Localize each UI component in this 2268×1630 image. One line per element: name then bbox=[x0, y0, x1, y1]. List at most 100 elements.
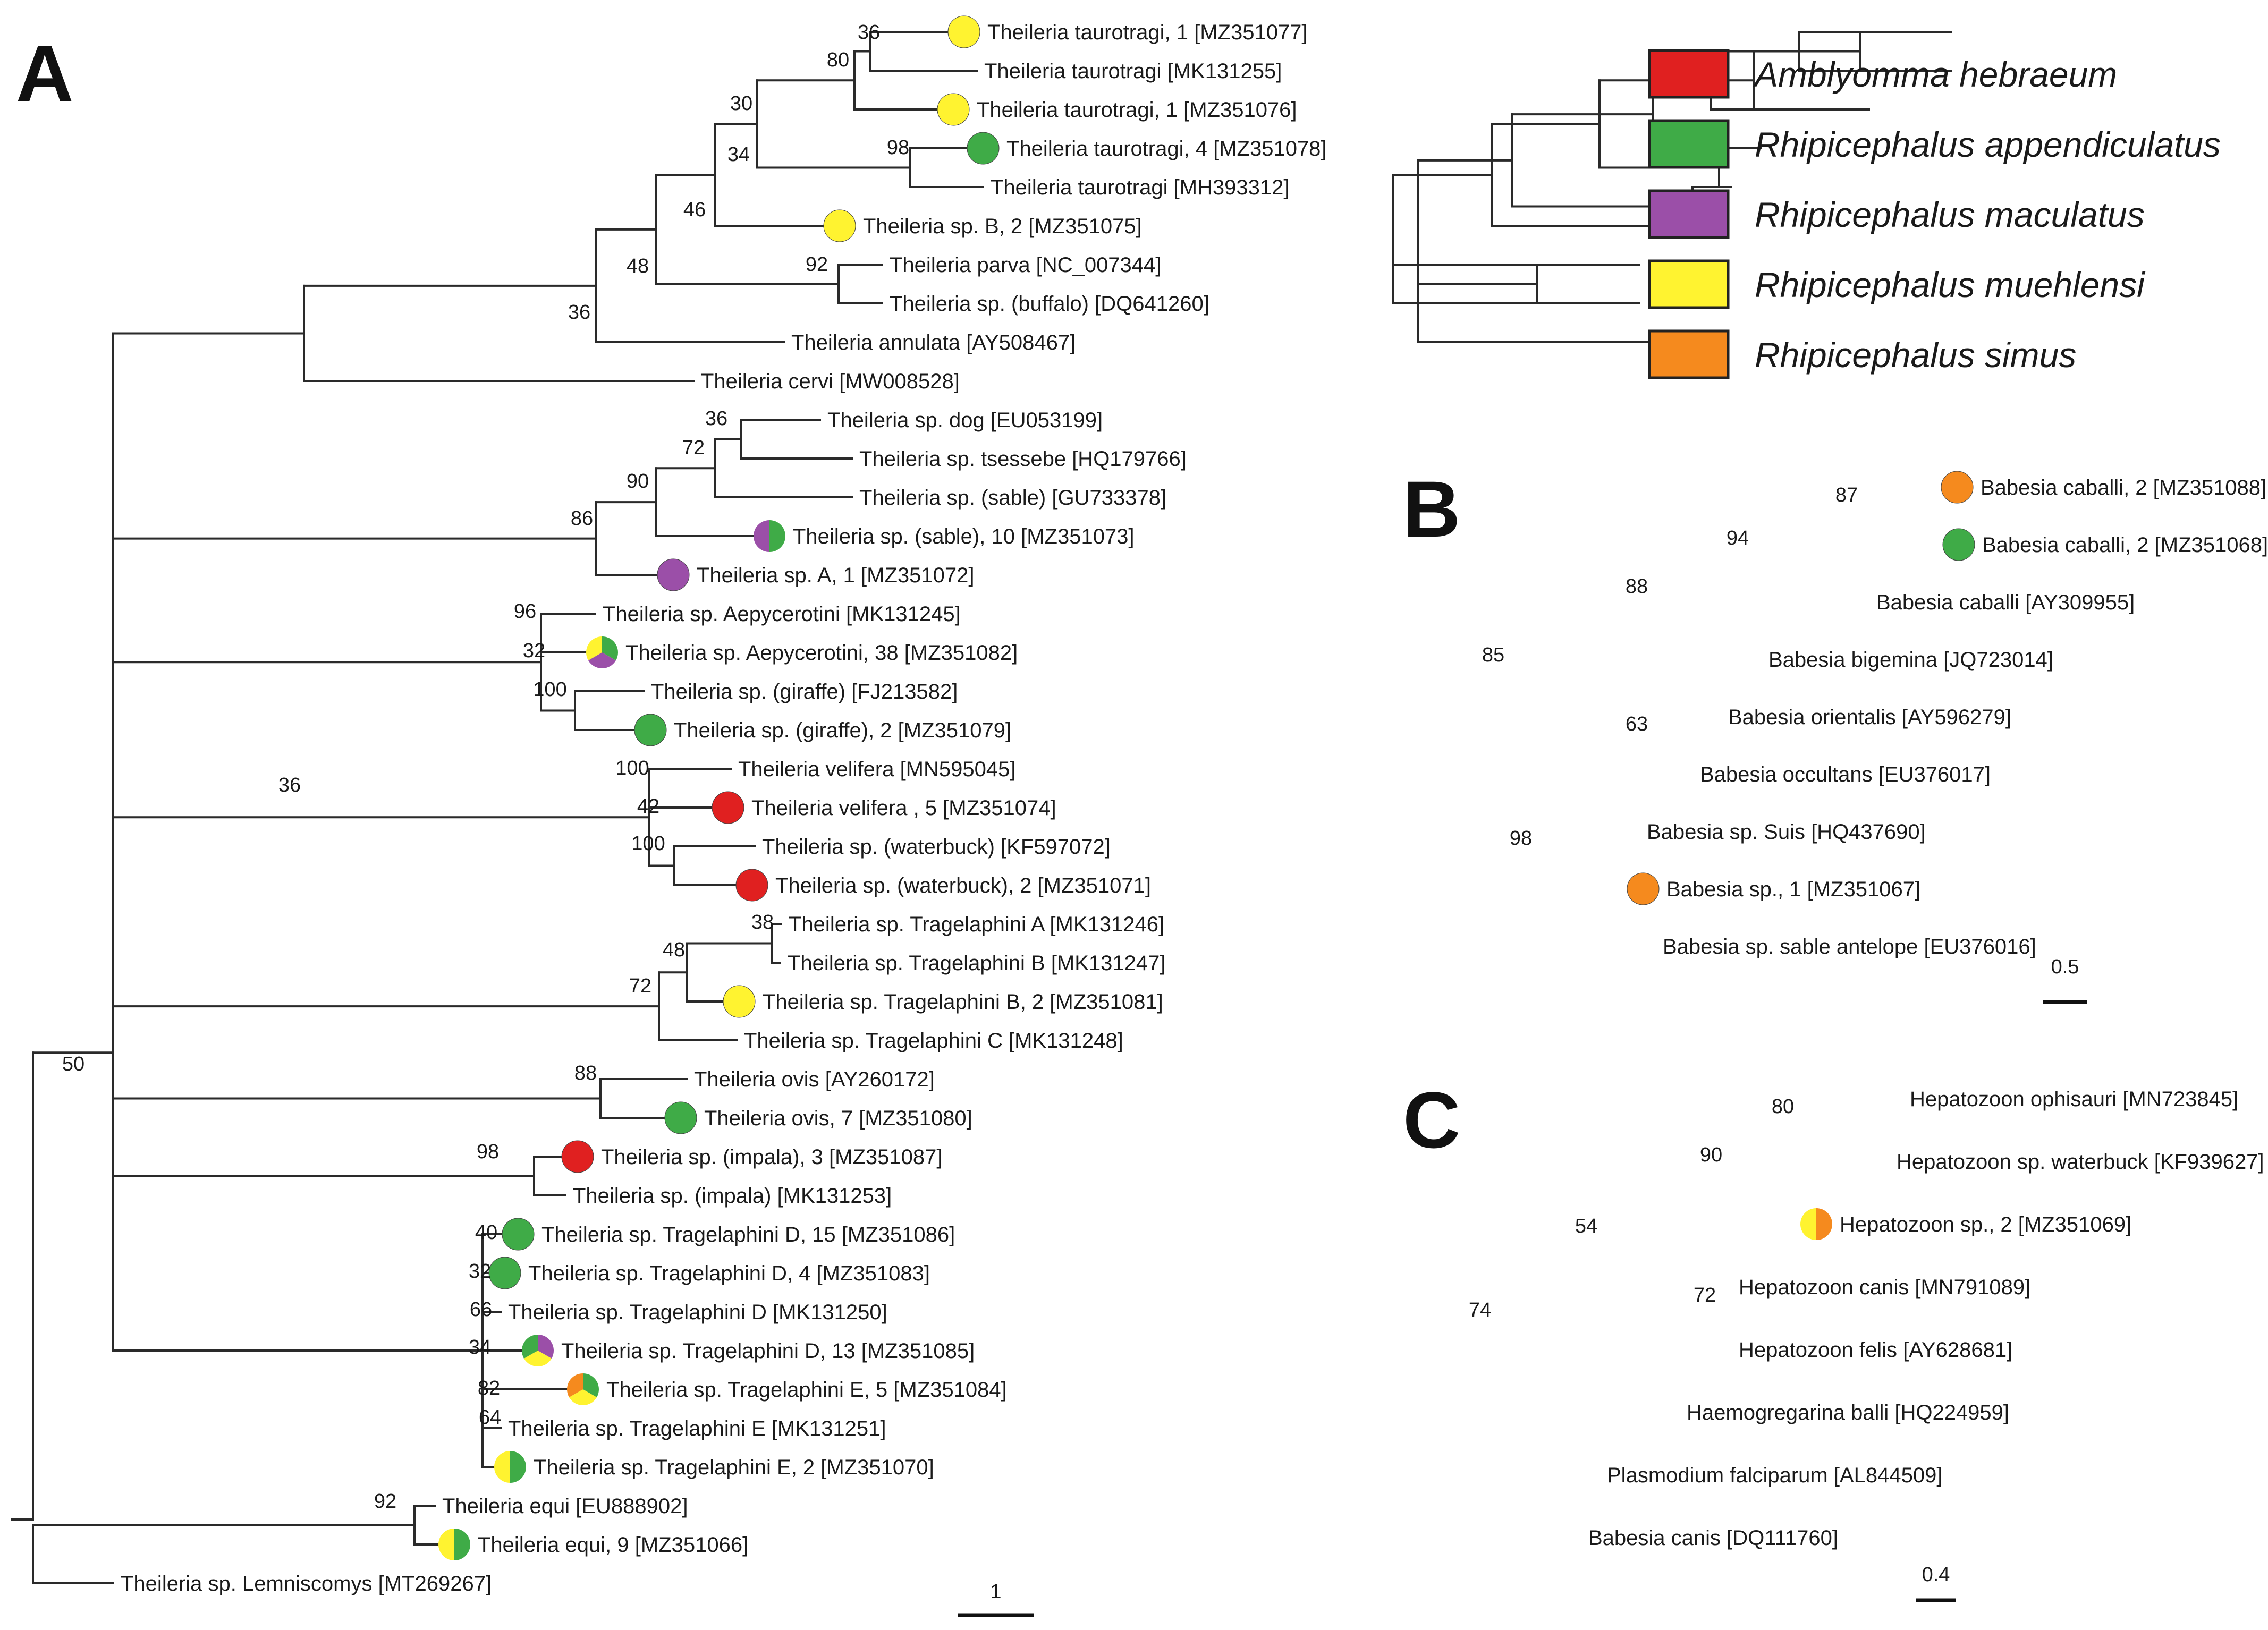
panel-c-leaf-label: Hepatozoon sp., 2 [MZ351069] bbox=[1840, 1213, 2131, 1236]
panel-a-leaf-label: Theileria sp. Tragelaphini E, 2 [MZ35107… bbox=[534, 1456, 934, 1479]
panel-a-support-value: 36 bbox=[568, 301, 590, 324]
panel-a-support-value: 98 bbox=[477, 1141, 499, 1163]
panel-c-support-value: 90 bbox=[1700, 1144, 1722, 1166]
legend-swatch bbox=[1648, 119, 1730, 169]
panel-b-leaf-label: Babesia sp. sable antelope [EU376016] bbox=[1663, 935, 2036, 958]
panel-a-leaf-label: Theileria sp. (giraffe), 2 [MZ351079] bbox=[674, 719, 1011, 742]
panel-a-leaf-label: Theileria ovis [AY260172] bbox=[694, 1068, 935, 1091]
legend-label: Rhipicephalus maculatus bbox=[1755, 195, 2145, 234]
panel-a-host-marker bbox=[967, 132, 1000, 165]
panel-a-leaf-label: Theileria sp. Aepycerotini [MK131245] bbox=[603, 602, 961, 626]
pie-slice bbox=[664, 1101, 697, 1134]
panel-a-support-value: 30 bbox=[730, 92, 752, 115]
tick-host-markers bbox=[438, 15, 1975, 1560]
panel-a-leaf-label: Theileria ovis, 7 [MZ351080] bbox=[704, 1107, 972, 1130]
panel-a-leaf-label: Theileria sp. (giraffe) [FJ213582] bbox=[651, 680, 958, 703]
panel-a-leaf-label: Theileria sp. Lemniscomys [MT269267] bbox=[121, 1572, 492, 1595]
panel-a-leaf-label: Theileria sp. (sable), 10 [MZ351073] bbox=[793, 525, 1135, 548]
panel-a-host-marker bbox=[567, 1373, 599, 1405]
panel-a-leaf-label: Theileria cervi [MW008528] bbox=[701, 370, 960, 393]
panel-c-leaf-label: Plasmodium falciparum [AL844509] bbox=[1607, 1464, 1942, 1487]
pie-slice bbox=[1942, 528, 1975, 561]
pie-slice bbox=[494, 1451, 510, 1483]
legend-label: Rhipicephalus appendiculatus bbox=[1755, 125, 2221, 164]
panel-a-support-value: 92 bbox=[374, 1490, 396, 1513]
legend-swatch bbox=[1648, 259, 1730, 309]
panel-c-support-value: 74 bbox=[1469, 1299, 1491, 1321]
pie-slice bbox=[522, 1335, 538, 1359]
panel-a-leaf-label: Theileria sp. Tragelaphini E [MK131251] bbox=[508, 1417, 886, 1440]
panel-b-leaf-label: Babesia bigemina [JQ723014] bbox=[1768, 648, 2053, 672]
panel-a-support-value: 92 bbox=[806, 253, 828, 276]
panel-b-leaf-label: Babesia sp. Suis [HQ437690] bbox=[1647, 820, 1926, 844]
panel-b-host-marker bbox=[1941, 471, 1974, 504]
panel-a-leaf-label: Theileria velifera [MN595045] bbox=[738, 758, 1015, 781]
panel-a-leaf-label: Theileria sp. (impala), 3 [MZ351087] bbox=[601, 1145, 943, 1169]
panel-a-leaf-label: Theileria sp. Tragelaphini D, 15 [MZ3510… bbox=[541, 1223, 955, 1246]
panel-c-scale-label: 0.4 bbox=[1922, 1564, 1950, 1586]
legend-swatch bbox=[1648, 49, 1730, 99]
panel-a-leaf-label: Theileria taurotragi, 1 [MZ351076] bbox=[977, 98, 1297, 122]
panel-a-support-value: 34 bbox=[727, 143, 750, 166]
panel-a-support-value: 32 bbox=[523, 640, 545, 662]
pie-slice bbox=[1941, 471, 1974, 504]
tree-labels: Theileria taurotragi, 1 [MZ351077] Theile… bbox=[16, 21, 2268, 1603]
legend-swatch bbox=[1648, 329, 1730, 379]
pie-slice bbox=[538, 1335, 554, 1359]
panel-c-leaf-label: Hepatozoon felis [AY628681] bbox=[1739, 1338, 2012, 1362]
panel-b-support-value: 87 bbox=[1835, 484, 1858, 506]
panel-a-leaf-label: Theileria taurotragi [MH393312] bbox=[991, 176, 1290, 199]
panel-b-host-marker bbox=[1942, 528, 1975, 561]
panel-a-support-value: 42 bbox=[637, 795, 659, 818]
pie-slice bbox=[769, 520, 785, 552]
panel-c-host-marker bbox=[1800, 1208, 1832, 1240]
legend-label: Rhipicephalus muehlensi bbox=[1755, 265, 2146, 304]
panel-a-support-value: 34 bbox=[469, 1336, 491, 1359]
panel-c-leaf-label: Hepatozoon canis [MN791089] bbox=[1739, 1276, 2030, 1299]
pie-slice bbox=[712, 791, 744, 824]
panel-a-support-value: 100 bbox=[533, 678, 566, 701]
panel-a-scale-label: 1 bbox=[990, 1581, 1001, 1603]
panel-a-leaf-label: Theileria sp. Tragelaphini D [MK131250] bbox=[508, 1301, 887, 1324]
panel-c-leaf-label: Hepatozoon ophisauri [MN723845] bbox=[1910, 1088, 2238, 1111]
panel-a-support-value: 98 bbox=[887, 137, 909, 159]
panel-a-host-marker bbox=[937, 93, 970, 126]
panel-c-letter: C bbox=[1403, 1075, 1460, 1165]
pie-slice bbox=[586, 636, 602, 660]
panel-a-support-value: 80 bbox=[827, 49, 849, 71]
panel-a-support-value: 40 bbox=[475, 1221, 497, 1244]
panel-a-host-marker bbox=[754, 520, 785, 552]
pie-slice bbox=[634, 714, 667, 746]
panel-b-support-value: 63 bbox=[1626, 713, 1648, 735]
panel-b-support-value: 98 bbox=[1510, 827, 1532, 850]
pie-slice bbox=[524, 1351, 552, 1366]
panel-b-host-marker bbox=[1627, 872, 1660, 905]
pie-slice bbox=[1627, 872, 1660, 905]
panel-a-host-marker bbox=[522, 1335, 554, 1366]
panel-b-support-value: 88 bbox=[1626, 575, 1648, 598]
panel-a-leaf-label: Theileria sp. Tragelaphini A [MK131246] bbox=[789, 913, 1164, 936]
pie-slice bbox=[583, 1373, 599, 1397]
pie-slice bbox=[754, 520, 769, 552]
panel-a-support-value: 48 bbox=[627, 255, 649, 277]
panel-a-host-marker bbox=[488, 1257, 521, 1289]
pie-slice bbox=[510, 1451, 526, 1483]
panel-a-host-marker bbox=[438, 1529, 470, 1560]
panel-a-leaf-label: Theileria sp. (impala) [MK131253] bbox=[573, 1184, 892, 1208]
pie-slice bbox=[967, 132, 1000, 165]
panel-a-leaf-label: Theileria equi, 9 [MZ351066] bbox=[478, 1533, 748, 1557]
panel-a-support-value: 66 bbox=[470, 1298, 492, 1321]
panel-a-support-value: 48 bbox=[663, 939, 685, 961]
panel-a-leaf-label: Theileria velifera , 5 [MZ351074] bbox=[751, 796, 1056, 820]
pie-slice bbox=[561, 1140, 594, 1173]
panel-a-host-marker bbox=[657, 558, 690, 591]
panel-c-leaf-label: Haemogregarina balli [HQ224959] bbox=[1687, 1401, 2009, 1424]
panel-c-support-value: 80 bbox=[1772, 1096, 1794, 1118]
panel-a-host-marker bbox=[664, 1101, 697, 1134]
legend: Amblyomma hebraeum Rhipicephalus appendic… bbox=[1648, 49, 2221, 379]
legend-label: Amblyomma hebraeum bbox=[1753, 55, 2117, 94]
panel-a-support-value: 32 bbox=[469, 1260, 491, 1283]
panel-a-support-value: 50 bbox=[62, 1053, 84, 1075]
panel-c-support-value: 54 bbox=[1575, 1215, 1597, 1237]
